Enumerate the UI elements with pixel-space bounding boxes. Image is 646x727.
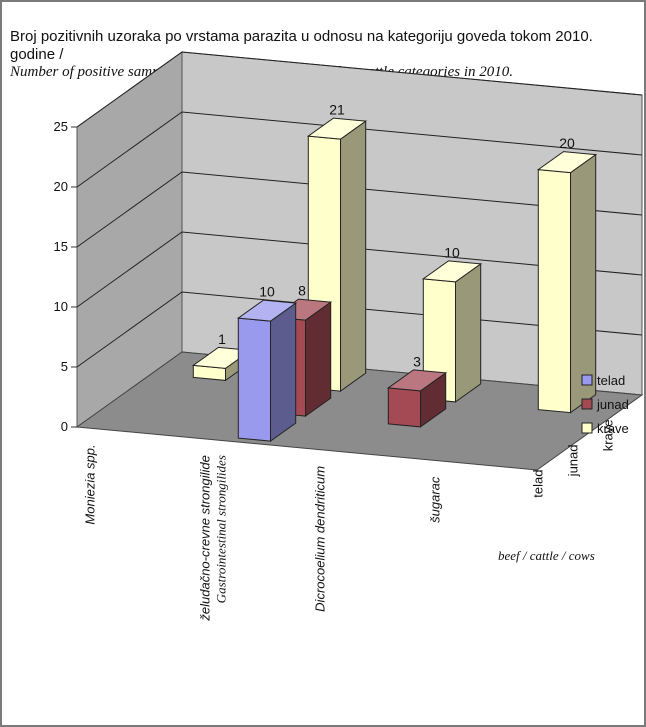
data-label: 10 (259, 284, 275, 300)
legend-swatch (581, 398, 593, 410)
legend-label: krave (597, 421, 629, 436)
category-translation: Gastrointestinal strongilides (214, 455, 229, 603)
bar-top (306, 117, 368, 140)
y-tick-label: 10 (54, 299, 68, 314)
y-tick-label: 20 (54, 179, 68, 194)
bar-side (570, 153, 597, 414)
data-label: 8 (298, 283, 306, 299)
gridline (76, 51, 643, 128)
bar-side (340, 120, 367, 393)
depth-axis-label: junad (566, 445, 581, 478)
bar-top (386, 369, 448, 392)
floor (75, 351, 644, 471)
bar-top (236, 299, 298, 322)
y-tick-label: 5 (61, 359, 68, 374)
category-label: Moniezia spp. (83, 444, 98, 524)
legend-swatch (581, 374, 593, 386)
data-label: 20 (559, 135, 575, 151)
gridline (76, 291, 643, 368)
legend-label: junad (596, 397, 629, 412)
data-label: 3 (413, 353, 421, 369)
gridline (76, 171, 643, 248)
bar-side (455, 262, 482, 403)
gridline (76, 231, 643, 308)
depth-axis-label: telad (531, 470, 546, 498)
y-tick-label: 15 (54, 239, 68, 254)
category-label: šugarac (428, 476, 443, 523)
legend-swatch (581, 422, 593, 434)
data-label: 10 (444, 244, 460, 260)
y-tick-label: 25 (54, 119, 68, 134)
category-label: Dicrocoelium dendriticum (313, 466, 328, 612)
bar-top (421, 260, 483, 283)
bar (387, 387, 421, 428)
category-label: želudačno-crevne strongilide (198, 455, 213, 621)
data-label: 21 (329, 102, 345, 118)
bar-side (305, 301, 332, 418)
depth-axis-label: krave (601, 420, 616, 452)
bar (237, 317, 271, 442)
bar-top (536, 151, 598, 174)
bar (537, 169, 571, 414)
chart-title: Broj pozitivnih uzoraka po vrstama paraz… (10, 28, 593, 63)
legend-label: telad (597, 373, 625, 388)
data-label: 1 (218, 331, 226, 347)
y-tick-label: 0 (61, 419, 68, 434)
gridline (76, 111, 643, 188)
depth-axis-note: beef / cattle / cows (498, 548, 595, 563)
bar-side (270, 302, 297, 443)
